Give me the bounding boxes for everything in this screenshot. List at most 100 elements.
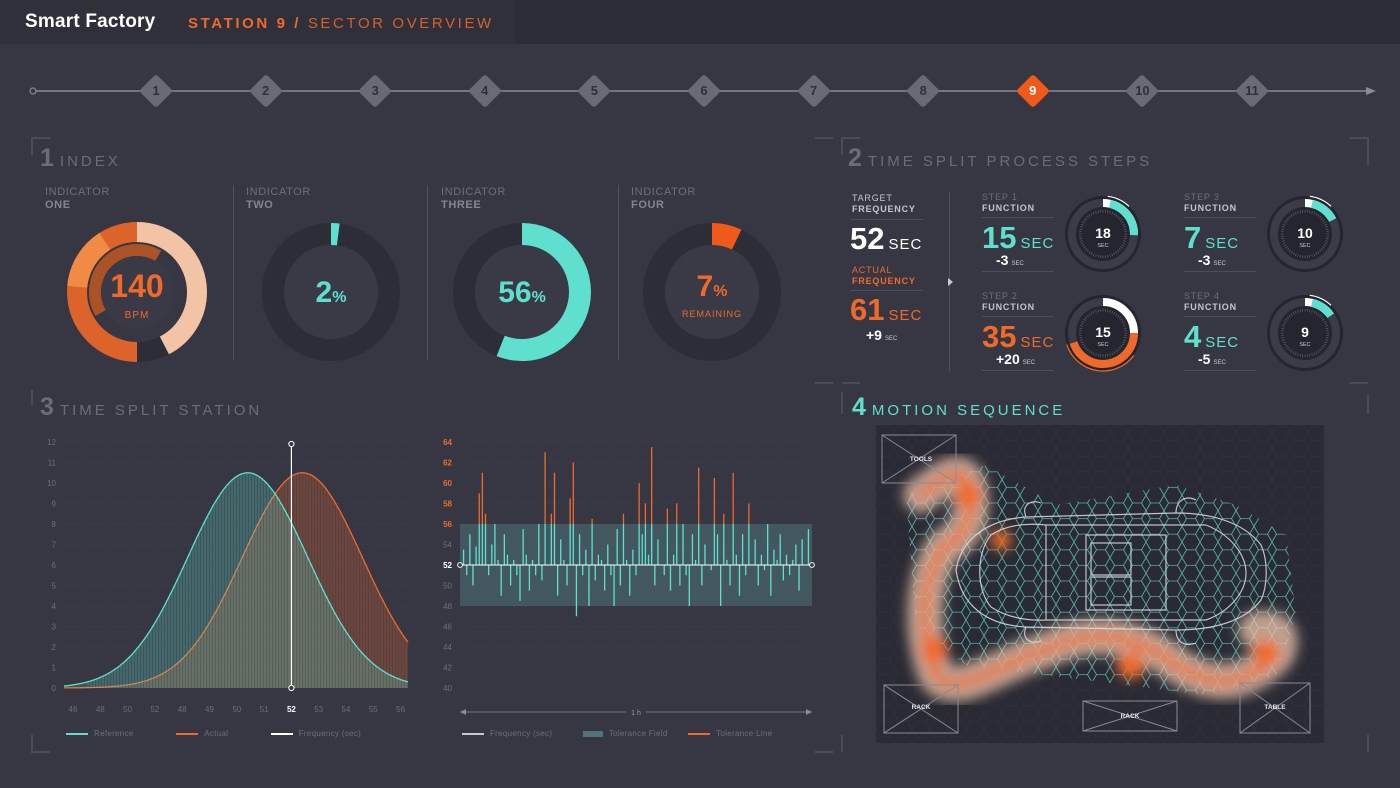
motion-sequence-map[interactable]: TOOLS RACK RACK TABLE [876,425,1324,743]
function-delta: -3 SEC [1198,252,1226,268]
indicator-divider [618,185,619,360]
car-outline-icon [955,497,1267,646]
target-frequency-value: 52 SEC [850,221,923,256]
separator-line [982,271,1054,272]
y-tick-label: 54 [443,541,452,550]
section-process-title: 2 TIME SPLIT PROCESS STEPS [848,144,1153,172]
x-tick-label: 53 [314,705,323,714]
step-10[interactable]: 10 [1125,74,1160,108]
y-tick-label: 2 [52,643,57,652]
dial-value: 18 [1095,225,1111,241]
zone-rack-left [883,684,959,734]
indicator-one-label: INDICATOR ONE [45,186,110,211]
indicator-four-unit: REMAINING [681,309,742,319]
x-tick-label: 52 [287,705,296,714]
time-axis-label-bg [626,706,646,718]
y-tick-label: 50 [443,582,452,591]
series-line-reference [63,472,409,687]
x-tick-label: 50 [123,705,132,714]
y-tick-label: 11 [48,459,57,468]
chart1-legend: Reference Actual Frequency (sec) [66,729,361,738]
step-3[interactable]: 3 [358,74,393,108]
step-number: 4 [481,83,489,98]
y-tick-label: 64 [443,438,452,447]
x-tick-label: 55 [369,705,378,714]
breadcrumb: STATION 9 / SECTOR OVERVIEW [188,15,494,32]
stepper-start-dot [29,87,37,95]
y-tick-label: 4 [52,602,57,611]
step-2[interactable]: 2 [248,74,283,108]
step-number: 11 [1245,83,1259,98]
indicator-divider [233,185,234,360]
legend-actual: Actual [204,729,229,739]
legend-tolerance-field: Tolerance Field [608,729,668,739]
breadcrumb-station[interactable]: STATION 9 [188,15,288,32]
step-4[interactable]: 4 [467,74,502,108]
breadcrumb-sector[interactable]: SECTOR OVERVIEW [307,15,494,32]
y-tick-label: 9 [52,500,57,509]
separator-line [1184,316,1256,317]
motion-heat-path [903,456,1298,702]
separator-line [1184,217,1256,218]
series-area-actual [64,472,408,688]
dial-unit: SEC [1299,243,1310,249]
dial-value: 15 [1095,324,1111,340]
y-tick-label: 44 [443,643,452,652]
series-line-actual [64,472,409,689]
step-number: 5 [590,83,598,98]
section-motion-title: 4 MOTION SEQUENCE [852,393,1066,421]
time-axis-arrow-left [460,709,466,715]
y-tick-label: 7 [52,541,57,550]
x-tick-label: 46 [69,705,78,714]
zone-label-table: TABLE [1264,704,1286,711]
y-tick-label: 6 [52,561,57,570]
indicator-four-label: INDICATOR FOUR [631,186,696,211]
dial-value: 10 [1297,225,1313,241]
hex-activity-cluster [906,465,1296,695]
legend-tolerance-line-swatch [688,732,711,735]
x-tick-label: 51 [260,705,269,714]
zone-rack-center [1082,700,1178,732]
step-5[interactable]: 5 [577,74,612,108]
x-tick-label: 54 [342,705,351,714]
breadcrumb-separator: / [287,15,308,32]
function-label: STEP 4 FUNCTION [1184,291,1237,312]
function-dial-1: 18 SEC [1065,195,1141,272]
function-label: STEP 3 FUNCTION [1184,192,1237,213]
legend-frequency: Frequency (sec) [490,729,553,739]
step-9[interactable]: 9 [1015,74,1050,108]
separator-line [850,219,923,220]
legend-tolerance-field-swatch [582,730,603,737]
step-8[interactable]: 8 [906,74,941,108]
y-tick-label: 3 [52,623,57,632]
function-value: 7 SEC [1184,220,1240,255]
app-title: Smart Factory [25,11,156,32]
gauge-indicator-two [262,223,400,361]
y-tick-label: 52 [443,561,452,570]
function-delta: -3 SEC [996,252,1024,268]
actual-frequency-value: 61 SEC [850,292,923,327]
function-dial-3: 15 SEC [1065,295,1141,372]
step-7[interactable]: 7 [796,74,831,108]
legend-frequency-swatch [462,732,484,735]
indicator-one-value: 140 [110,268,164,304]
frequency-marker-dot [288,440,295,448]
step-6[interactable]: 6 [687,74,721,108]
time-axis-label: 1 h [631,710,641,717]
y-tick-label: 58 [443,500,452,509]
legend-frequency: Frequency (sec) [298,729,362,739]
step-number: 3 [371,83,379,98]
legend-actual-swatch [176,732,199,735]
time-axis-arrow-right [806,709,812,715]
step-1[interactable]: 1 [139,74,173,108]
legend-reference: Reference [94,729,134,739]
zone-label-rack-center: RACK [1121,713,1140,720]
step-number: 6 [700,83,708,98]
actual-frequency-delta: +9 SEC [866,327,898,343]
y-tick-label: 56 [443,520,452,529]
y-tick-label: 40 [443,684,452,693]
section-station-title: 3 TIME SPLIT STATION [40,393,263,421]
function-delta: -5 SEC [1198,351,1226,367]
step-11[interactable]: 11 [1235,74,1269,108]
